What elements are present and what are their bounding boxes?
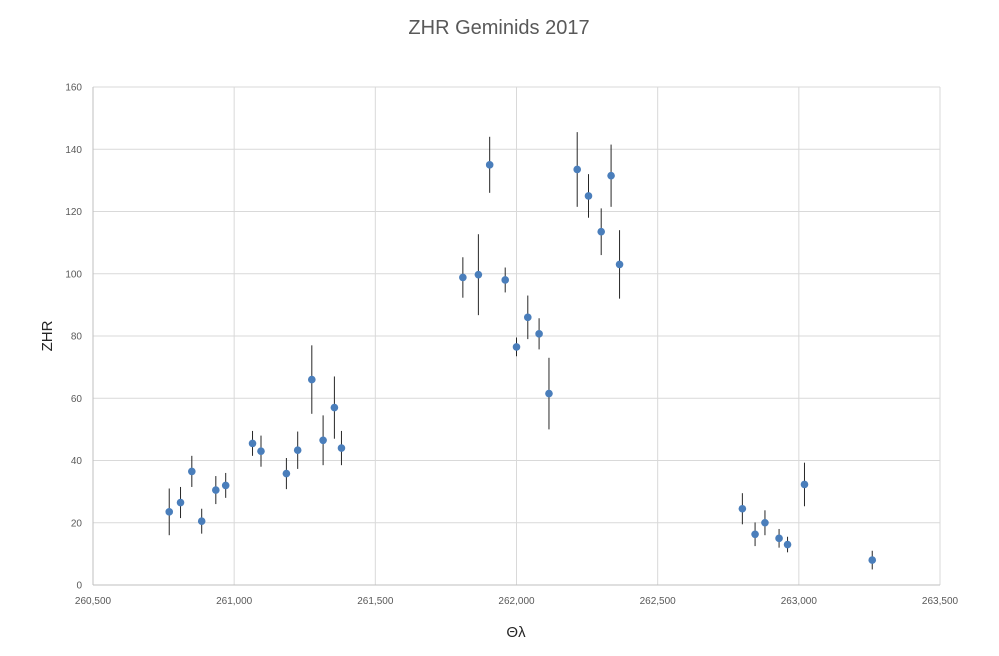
data-point xyxy=(330,403,339,412)
data-point xyxy=(176,498,185,507)
axes xyxy=(92,87,940,586)
data-point xyxy=(293,446,302,455)
y-tick-label: 160 xyxy=(65,83,82,94)
data-point xyxy=(738,504,747,513)
data-point xyxy=(212,486,220,494)
data-point xyxy=(783,540,792,549)
y-tick-label: 40 xyxy=(71,456,83,467)
x-tick-label: 262,000 xyxy=(498,596,535,607)
data-point xyxy=(257,447,265,455)
x-tick-label: 262,500 xyxy=(640,596,677,607)
x-tick-labels: 260,500 261,000 261,500 262,000 262,500 263,0… xyxy=(75,596,959,607)
x-tick-label: 261,000 xyxy=(216,596,253,607)
y-tick-label: 0 xyxy=(76,581,82,592)
data-point xyxy=(573,165,582,174)
data-point xyxy=(545,389,553,398)
data-point xyxy=(188,467,196,476)
data-point xyxy=(751,530,759,539)
data-point xyxy=(584,192,593,200)
y-tick-labels: 0 20 40 60 80 100 120 140 160 xyxy=(65,83,82,592)
data-point xyxy=(474,270,483,279)
data-point xyxy=(248,439,257,448)
chart-title: ZHR Geminids 2017 xyxy=(408,17,589,39)
data-point xyxy=(615,260,624,269)
data-point xyxy=(308,375,316,384)
data-points xyxy=(165,161,877,564)
error-bars xyxy=(168,132,873,570)
data-point xyxy=(775,534,783,543)
y-tick-label: 100 xyxy=(65,269,82,280)
data-point xyxy=(197,517,206,525)
data-point xyxy=(221,481,230,490)
data-point xyxy=(868,556,877,564)
y-tick-label: 140 xyxy=(65,145,82,156)
data-point xyxy=(165,508,174,516)
data-point xyxy=(607,171,615,180)
data-point xyxy=(761,518,769,527)
data-point xyxy=(512,343,521,351)
y-tick-label: 80 xyxy=(71,332,83,343)
x-tick-label: 263,000 xyxy=(781,596,818,607)
data-point xyxy=(597,227,605,236)
x-tick-label: 260,500 xyxy=(75,596,112,607)
x-axis-title: Θλ xyxy=(506,624,526,641)
data-point xyxy=(282,469,291,478)
data-point xyxy=(501,276,510,284)
data-point xyxy=(337,444,346,452)
gridlines xyxy=(93,86,941,585)
data-point xyxy=(523,313,532,322)
y-tick-label: 60 xyxy=(71,394,83,405)
data-point xyxy=(459,273,467,282)
data-point xyxy=(319,436,327,445)
y-tick-label: 20 xyxy=(71,518,83,529)
y-axis-title: ZHR xyxy=(39,320,56,351)
x-tick-label: 263,500 xyxy=(922,596,959,607)
data-point xyxy=(485,161,494,169)
x-tick-label: 261,500 xyxy=(357,596,394,607)
data-point xyxy=(535,330,543,338)
data-point xyxy=(800,480,809,489)
y-tick-label: 120 xyxy=(65,207,82,218)
